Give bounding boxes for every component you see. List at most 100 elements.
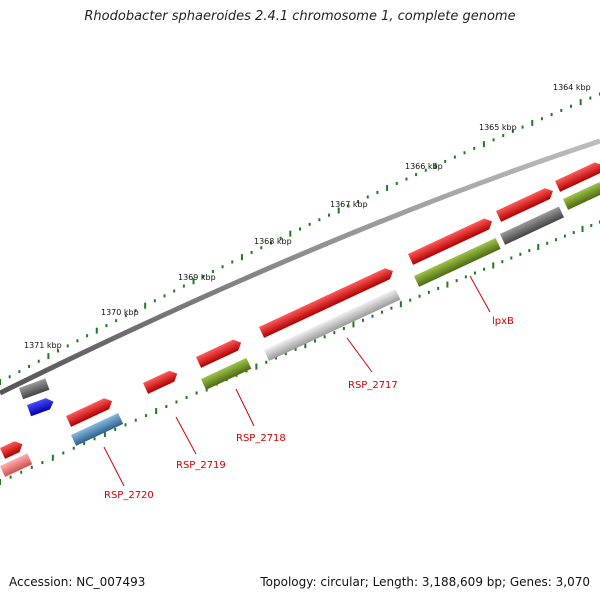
scale-tick (424, 168, 427, 172)
scale-label: 1370 kbp (101, 308, 139, 317)
gene-feature[interactable] (414, 237, 501, 287)
scale-tick (72, 446, 75, 450)
scale-tick (124, 423, 127, 427)
gene-feature[interactable] (500, 206, 564, 245)
scale-tick (502, 134, 505, 138)
scale-tick (0, 379, 1, 385)
scale-tick (314, 339, 316, 343)
scale-tick (521, 125, 524, 129)
gene-label[interactable]: RSP_2719 (176, 460, 226, 471)
gene-feature[interactable] (496, 186, 555, 222)
scale-tick (390, 306, 393, 310)
gene-feature[interactable] (27, 396, 56, 417)
scale-tick (51, 454, 54, 461)
scale-tick (8, 375, 11, 379)
accession-label: Accession: NC_007493 (9, 575, 146, 589)
scale-tick (115, 319, 118, 323)
scale-tick (284, 352, 287, 356)
scale-tick (41, 461, 44, 465)
scale-tick (563, 234, 566, 238)
scale-tick (560, 108, 563, 112)
chromosome-backbone (0, 138, 600, 396)
scale-label: 1364 kbp (553, 83, 591, 92)
scale-tick (352, 321, 355, 328)
scale-tick (555, 238, 558, 242)
scale-tick (579, 99, 582, 106)
scale-label: 1365 kbp (479, 123, 517, 132)
scale-tick (453, 155, 456, 159)
gene-label[interactable]: RSP_2718 (236, 433, 286, 444)
gene-feature[interactable] (563, 182, 600, 210)
scale-tick (304, 342, 307, 349)
scale-label: 1369 kbp (178, 273, 216, 282)
gene-feature[interactable] (555, 160, 600, 192)
scale-tick (144, 302, 147, 309)
scale-tick (399, 301, 402, 308)
scale-tick (57, 349, 60, 353)
scale-tick (337, 207, 340, 214)
scale-tick (546, 241, 549, 245)
scale-tick (446, 281, 449, 288)
scale-tick (510, 256, 513, 260)
label-leader-line (235, 388, 255, 427)
gene-label[interactable]: lpxB (492, 316, 514, 327)
scale-tick (581, 226, 584, 233)
scale-tick (590, 223, 593, 227)
scale-tick (361, 318, 364, 322)
scale-tick (255, 363, 258, 370)
scale-label: 1367 kbp (330, 200, 368, 209)
scale-tick (531, 119, 534, 126)
scale-tick (37, 359, 40, 363)
scale-tick (62, 451, 65, 455)
scale-tick (437, 286, 440, 290)
scale-tick (250, 250, 253, 254)
gene-feature[interactable] (196, 337, 244, 368)
inner-scale-ticks (0, 220, 600, 485)
scale-tick (342, 327, 345, 331)
scale-tick (333, 331, 336, 335)
gene-label[interactable]: RSP_2717 (348, 380, 398, 391)
scale-tick (550, 113, 553, 117)
gene-feature[interactable] (264, 288, 401, 361)
gene-feature[interactable] (259, 266, 395, 338)
gene-feature[interactable] (66, 396, 115, 427)
gene-feature[interactable] (143, 368, 180, 394)
scale-tick (589, 96, 592, 100)
scale-tick (380, 310, 383, 314)
scale-tick (269, 241, 272, 245)
scale-tick (105, 324, 108, 328)
scale-tick (482, 141, 485, 148)
scale-tick (30, 465, 33, 469)
scale-tick (153, 299, 156, 303)
gene-feature[interactable] (0, 439, 25, 459)
scale-tick (192, 278, 195, 285)
gene-feature[interactable] (71, 413, 124, 446)
scale-tick (275, 356, 278, 360)
gene-feature[interactable] (408, 216, 495, 265)
gene-feature[interactable] (19, 378, 50, 400)
scale-tick (501, 260, 504, 264)
scale-tick (371, 314, 374, 318)
label-leader-line (469, 275, 491, 313)
scale-tick (0, 479, 1, 485)
scale-tick (265, 360, 268, 364)
scale-tick (463, 151, 466, 155)
scale-tick (47, 353, 50, 360)
gene-feature[interactable] (201, 357, 252, 390)
scale-tick (28, 364, 31, 368)
scale-tick (76, 339, 79, 343)
scale-tick (294, 347, 297, 351)
scale-tick (434, 162, 437, 169)
scale-tick (173, 289, 176, 293)
scale-tick (528, 249, 531, 253)
gene-label[interactable]: RSP_2720 (104, 490, 154, 501)
scale-tick (409, 298, 412, 302)
gene-feature[interactable] (0, 453, 33, 477)
scale-label: 1368 kbp (254, 237, 292, 246)
scale-tick (9, 475, 12, 479)
gene-features (0, 160, 600, 477)
scale-tick (185, 395, 188, 399)
scale-tick (444, 159, 447, 163)
